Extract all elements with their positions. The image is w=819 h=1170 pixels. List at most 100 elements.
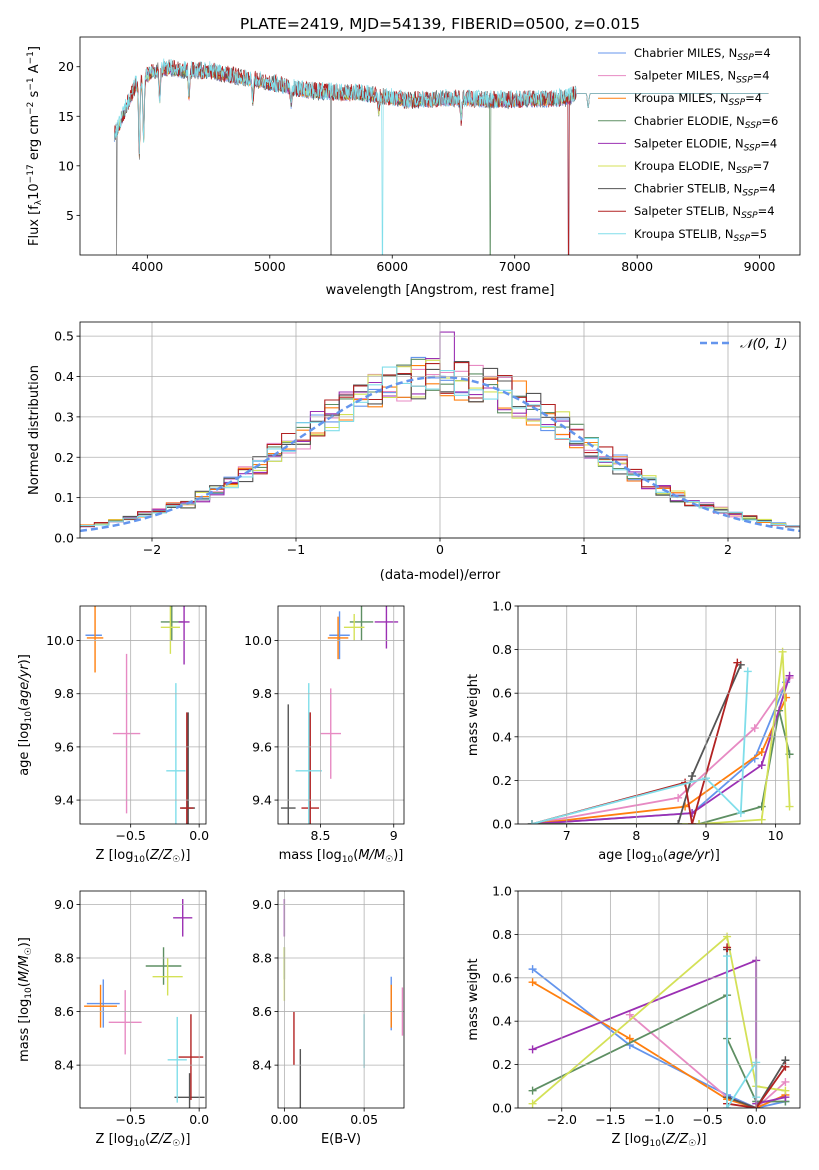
- y-tick-label: 8.4: [252, 1058, 272, 1073]
- y-tick-label: 9.6: [252, 739, 272, 754]
- x-tick-label: 9: [390, 828, 398, 843]
- weight-marker: [757, 802, 766, 811]
- axes-spectrum: 4000 5000 6000 7000 8000 9000 5 10 15 20 wavelengt…: [26, 36, 801, 298]
- y-tick-label: 0.4: [54, 369, 74, 384]
- y-tick-label: 9.0: [252, 897, 272, 912]
- x-tick-label: −2: [143, 542, 161, 557]
- x-axis-label: Z [log10(Z/Z☉)]: [96, 848, 191, 865]
- x-axis-label: (data-model)/error: [380, 568, 501, 583]
- legend-entry: Chabrier MILES, NSSP=4: [634, 46, 771, 63]
- figure-title: PLATE=2419, MJD=54139, FIBERID=0500, z=0…: [240, 15, 640, 33]
- legend-entry: Chabrier ELODIE, NSSP=6: [634, 114, 778, 131]
- weight-marker: [785, 802, 794, 811]
- x-axis-label: wavelength [Angstrom, rest frame]: [326, 283, 555, 298]
- x-tick-label: 0.0: [746, 1112, 766, 1127]
- x-tick-label: −2.0: [547, 1112, 577, 1127]
- axes-frame: [277, 605, 405, 825]
- x-tick-label: 4000: [131, 259, 163, 274]
- y-tick-label: 9.6: [54, 739, 74, 754]
- weight-marker: [695, 820, 704, 824]
- x-axis-label: mass [log10(M/M☉)]: [279, 848, 404, 865]
- y-tick-label: 9.4: [54, 793, 74, 808]
- x-axis-label: age [log10(age/yr)]: [598, 848, 720, 865]
- y-axis-label: age [log10(age/yr)]: [17, 654, 34, 776]
- weight-marker: [674, 793, 683, 802]
- plot-area-spectrum: [113, 58, 769, 255]
- x-tick-label: −1: [287, 542, 305, 557]
- axes-age_vs_mass: 8.5 9 9.4 9.6 9.8 10.0 mass [log10(M/M☉)]: [244, 605, 405, 865]
- plot-area-age_vs_Z: [85, 606, 196, 824]
- axes-frame: [79, 890, 207, 1109]
- x-axis-label: Z [log10(Z/Z☉)]: [612, 1132, 707, 1149]
- weight-line: [531, 651, 791, 824]
- x-tick-label: −1.5: [595, 1112, 625, 1127]
- y-tick-label: 0.1: [54, 490, 74, 505]
- y-axis-label: mass weight: [466, 958, 481, 1040]
- x-tick-label: 0.05: [350, 1112, 378, 1127]
- y-tick-label: 1.0: [492, 884, 512, 899]
- weight-marker: [625, 1034, 634, 1043]
- y-tick-label: 9.8: [54, 686, 74, 701]
- axes-mass_weight_vs_Z: −2.0 −1.5 −1.0 −0.5 0.0 0.0 0.2 0.4 0.6 0.8 1.0 Z […: [466, 884, 801, 1149]
- y-tick-label: 0.5: [54, 329, 74, 344]
- x-tick-label: 8.5: [311, 828, 331, 843]
- y-tick-label: 5: [66, 208, 74, 223]
- legend-entry: 𝒩(0, 1): [740, 337, 787, 352]
- y-tick-label: 0.4: [492, 729, 512, 744]
- weight-line: [531, 664, 742, 824]
- weight-marker: [674, 820, 683, 824]
- plot-area-mass_vs_EBV: [283, 899, 404, 1108]
- weight-line: [531, 677, 791, 824]
- axes-residuals: −2 −1 0 1 2 0.0 0.1 0.2 0.3 0.4 0.5 (data-model)/er…: [27, 321, 801, 583]
- x-tick-label: 8: [632, 828, 640, 843]
- weight-marker: [527, 820, 536, 824]
- axes-age_vs_Z: −0.5 0.0 9.4 9.6 9.8 10.0 Z [log10(Z/Z☉)] age […: [17, 605, 209, 865]
- grid-age_vs_mass: [278, 606, 404, 824]
- weight-marker: [528, 965, 537, 974]
- weight-marker: [781, 1062, 790, 1071]
- axes-frame: [277, 890, 405, 1109]
- x-tick-label: −0.5: [692, 1112, 722, 1127]
- y-tick-label: 0.4: [492, 1014, 512, 1029]
- x-tick-label: −0.5: [115, 828, 145, 843]
- weight-marker: [785, 671, 794, 680]
- y-tick-label: 8.6: [54, 1004, 74, 1019]
- x-tick-label: 6000: [376, 259, 408, 274]
- y-tick-label: 0.6: [492, 970, 512, 985]
- axes-mass_vs_EBV: 0.00 0.05 8.4 8.6 8.8 9.0 E(B-V): [252, 890, 405, 1147]
- weight-marker: [743, 667, 752, 676]
- weight-line: [726, 956, 758, 1108]
- weight-marker: [757, 761, 766, 770]
- y-tick-label: 0.2: [492, 773, 512, 788]
- x-tick-label: 8000: [621, 259, 653, 274]
- weight-marker: [781, 1077, 790, 1086]
- plot-area-mass_vs_Z: [84, 899, 205, 1108]
- x-tick-label: 0: [436, 542, 444, 557]
- x-tick-label: 9000: [744, 259, 776, 274]
- legend-entry: Chabrier STELIB, NSSP=4: [634, 182, 776, 199]
- weight-marker: [723, 1104, 732, 1108]
- weight-marker: [688, 772, 697, 781]
- x-tick-label: 7000: [499, 259, 531, 274]
- axes-mass_weight_vs_age: 7 8 9 10 0.0 0.2 0.4 0.6 0.8 1.0 age [log10(age/yr…: [466, 599, 801, 865]
- grid-mass_weight_vs_Z: [518, 890, 800, 1109]
- weight-marker: [736, 809, 745, 818]
- y-tick-label: 8.8: [252, 950, 272, 965]
- plot-area-mass_weight_vs_Z: [528, 932, 790, 1108]
- y-tick-label: 0.0: [54, 531, 74, 546]
- x-tick-label: 2: [724, 542, 732, 557]
- y-tick-label: 0.2: [54, 450, 74, 465]
- x-tick-label: 9: [702, 828, 710, 843]
- x-tick-label: 1: [580, 542, 588, 557]
- y-tick-label: 0.6: [492, 686, 512, 701]
- weight-marker: [528, 1086, 537, 1095]
- weight-marker: [528, 978, 537, 987]
- axes-frame: [79, 36, 801, 256]
- y-tick-label: 9.4: [252, 793, 272, 808]
- x-tick-label: −1.0: [644, 1112, 674, 1127]
- y-axis-label: Normed distribution: [27, 365, 42, 495]
- y-axis-label: mass weight: [466, 674, 481, 756]
- y-tick-label: 10: [58, 158, 74, 173]
- y-tick-label: 0.8: [492, 642, 512, 657]
- grid-age_vs_Z: [80, 606, 206, 824]
